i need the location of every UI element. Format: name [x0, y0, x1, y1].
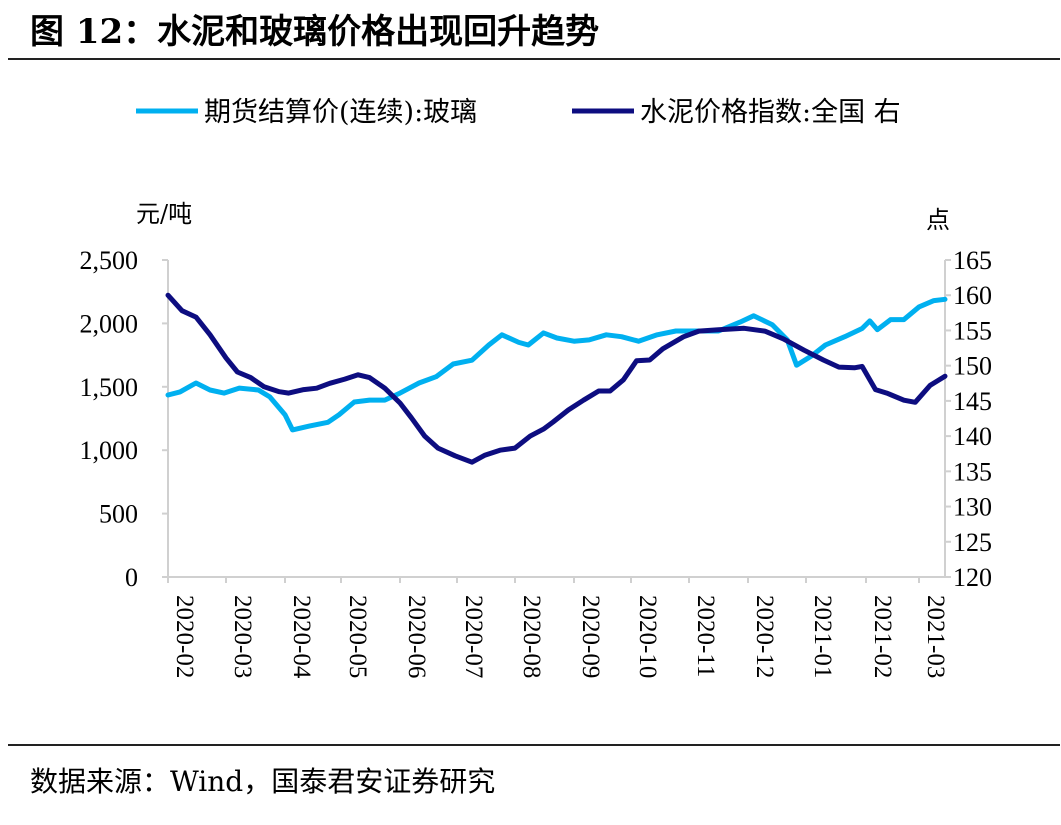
right-tick-label: 150	[953, 352, 992, 381]
x-tick-label: 2020-02	[171, 595, 198, 678]
top-rule	[8, 58, 1060, 60]
series-line-0	[165, 296, 948, 433]
right-tick-label: 165	[953, 246, 992, 275]
series-line-1	[165, 292, 948, 465]
x-tick-label: 2020-12	[751, 595, 778, 678]
left-unit-label: 元/吨	[136, 200, 192, 228]
right-unit-label: 点	[926, 206, 950, 234]
x-tick-label: 2020-10	[634, 595, 661, 678]
x-tick-label: 2021-02	[869, 595, 896, 678]
left-tick-label: 0	[125, 563, 138, 592]
x-tick-label: 2021-01	[809, 595, 836, 678]
right-tick-label: 120	[953, 563, 992, 592]
right-tick-label: 130	[953, 493, 992, 522]
x-tick-label: 2020-05	[344, 595, 371, 678]
left-tick-label: 2,500	[80, 246, 139, 275]
x-tick-label: 2020-06	[403, 595, 430, 678]
right-tick-label: 140	[953, 422, 992, 451]
x-tick-label: 2020-04	[288, 595, 315, 679]
x-tick-label: 2020-07	[460, 595, 487, 678]
figure-title: 图 12：水泥和玻璃价格出现回升趋势	[30, 12, 600, 52]
x-tick-label: 2020-03	[229, 595, 256, 678]
right-tick-label: 125	[953, 528, 992, 557]
x-tick-label: 2020-09	[577, 595, 604, 678]
bottom-rule	[8, 744, 1060, 746]
x-tick-label: 2021-03	[922, 595, 949, 678]
right-tick-label: 135	[953, 457, 992, 486]
left-tick-label: 2,000	[80, 309, 139, 338]
left-tick-label: 1,000	[80, 436, 139, 465]
x-tick-label: 2020-08	[518, 595, 545, 678]
left-tick-label: 500	[99, 500, 138, 529]
legend-label-0: 期货结算价(连续):玻璃	[204, 97, 477, 128]
left-tick-label: 1,500	[80, 373, 139, 402]
right-tick-label: 155	[953, 316, 992, 345]
right-tick-label: 160	[953, 281, 992, 310]
source-note: 数据来源：Wind，国泰君安证券研究	[30, 765, 496, 798]
right-tick-label: 145	[953, 387, 992, 416]
x-tick-label: 2020-11	[692, 595, 719, 677]
legend-label-1: 水泥价格指数:全国 右	[640, 97, 901, 128]
